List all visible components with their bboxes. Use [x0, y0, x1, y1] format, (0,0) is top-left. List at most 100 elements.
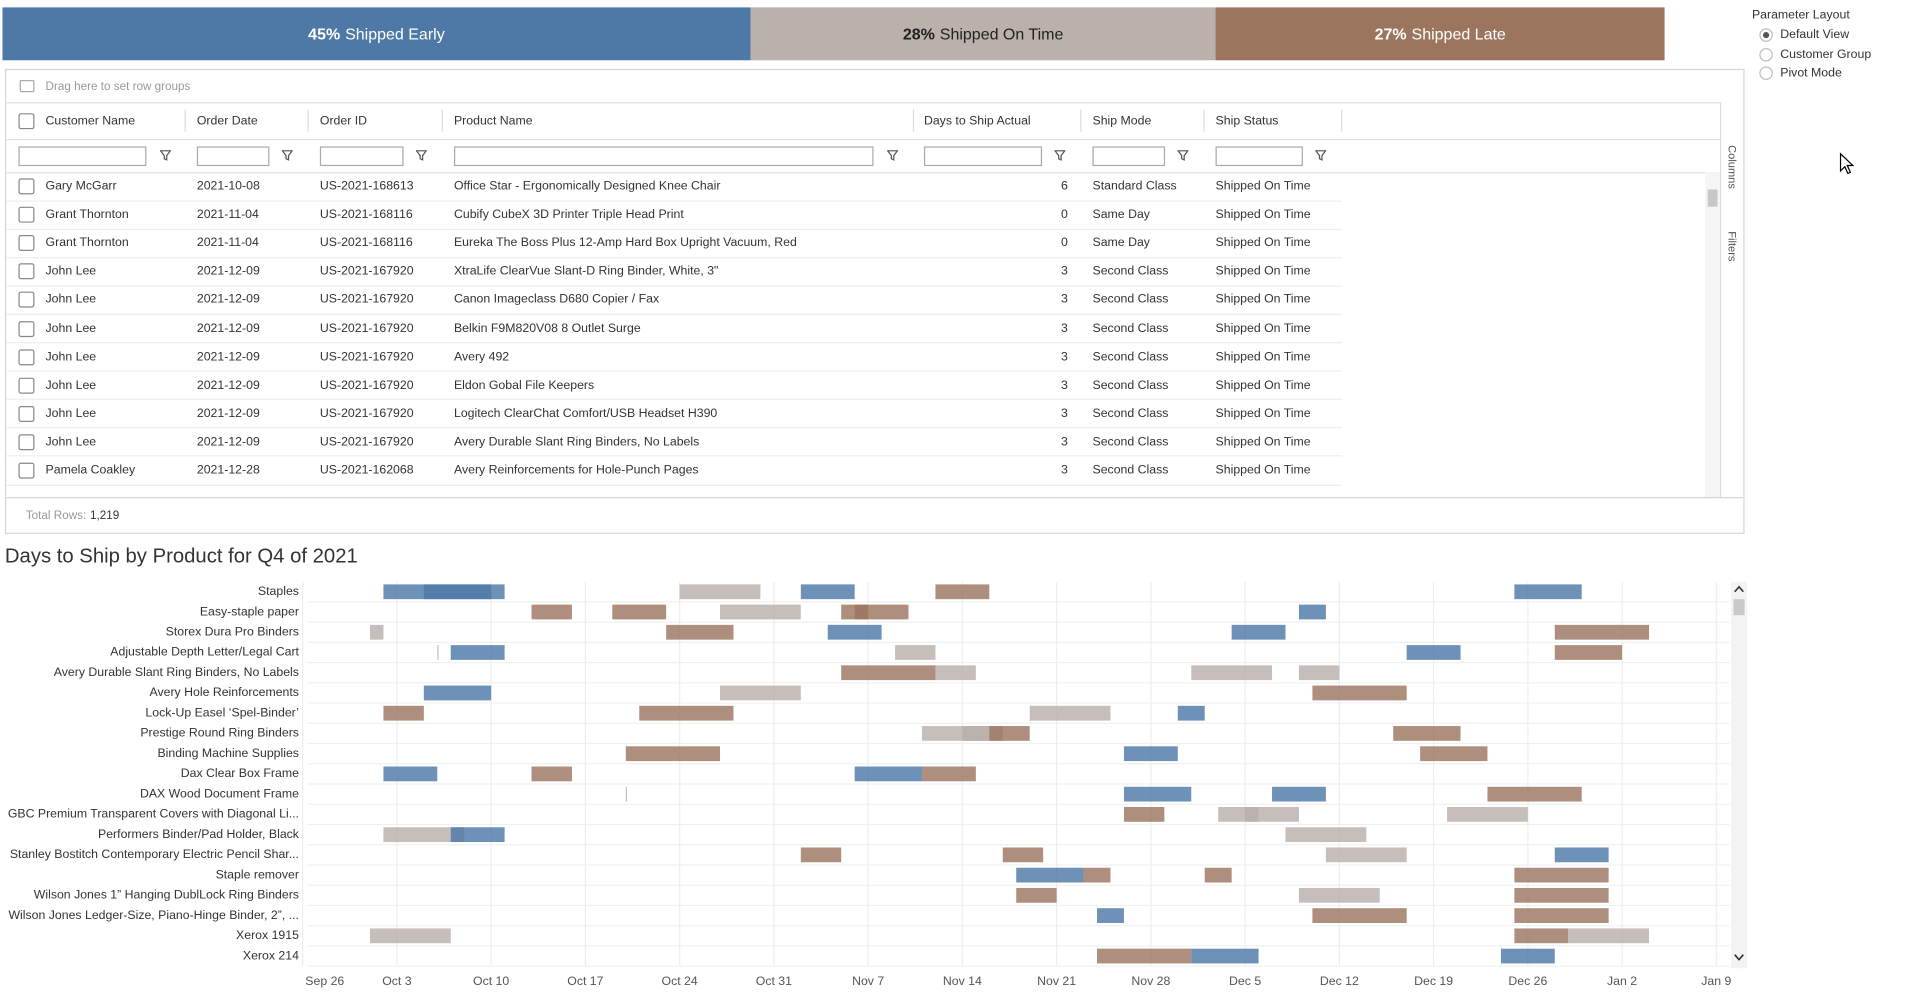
- scrollbar-thumb[interactable]: [1707, 189, 1718, 207]
- gantt-bar: [1191, 948, 1259, 964]
- filter-input[interactable]: [923, 146, 1043, 167]
- side-tab[interactable]: Columns: [1726, 145, 1739, 189]
- filter-input[interactable]: [196, 146, 270, 167]
- grid-cell: Second Class: [1092, 321, 1169, 336]
- row-label: Prestige Round Ring Binders: [140, 726, 299, 740]
- gantt-bar: [679, 584, 761, 600]
- grid-cell: Same Day: [1092, 208, 1150, 222]
- filter-icon[interactable]: [281, 150, 293, 161]
- column-separator: [307, 109, 309, 132]
- gantt-bar: [437, 645, 439, 660]
- radio-option[interactable]: Default View: [1759, 26, 1871, 45]
- mouse-cursor: [1839, 152, 1855, 175]
- gantt-bar: [1393, 726, 1461, 741]
- row-checkbox[interactable]: [18, 434, 35, 451]
- row-divider: [6, 256, 1343, 258]
- filter-input[interactable]: [319, 146, 404, 167]
- radio-button[interactable]: [1759, 47, 1773, 62]
- grid-cell: US-2021-167920: [319, 293, 414, 307]
- grid-cell: US-2021-162068: [319, 463, 414, 478]
- filter-icon[interactable]: [159, 150, 172, 161]
- row-label: Easy-staple paper: [200, 604, 299, 618]
- column-header[interactable]: Ship Status: [1215, 114, 1279, 128]
- summary-segment[interactable]: 45% Shipped Early: [2, 7, 751, 61]
- filter-input[interactable]: [1215, 146, 1303, 167]
- gantt-bar: [1029, 705, 1111, 721]
- side-panel: [1719, 102, 1743, 498]
- filter-icon[interactable]: [887, 150, 899, 161]
- side-tab[interactable]: Filters: [1726, 231, 1739, 262]
- x-tick-label: Dec 19: [1414, 974, 1453, 988]
- row-checkbox[interactable]: [18, 348, 35, 365]
- column-header[interactable]: Customer Name: [45, 114, 136, 128]
- summary-segment[interactable]: 28% Shipped On Time: [750, 7, 1216, 61]
- grid-cell: Second Class: [1092, 264, 1169, 279]
- row-checkbox[interactable]: [18, 377, 35, 394]
- row-checkbox[interactable]: [18, 405, 35, 422]
- column-header[interactable]: Ship Mode: [1092, 114, 1152, 128]
- grid-cell: 3: [1061, 378, 1068, 393]
- column-separator: [441, 109, 443, 132]
- gantt-bar: [1554, 847, 1609, 863]
- column-header[interactable]: Days to Ship Actual: [923, 114, 1031, 128]
- select-all-checkbox[interactable]: [18, 113, 35, 130]
- row-label: Lock-Up Easel ‘Spel-Binder’: [145, 705, 299, 719]
- grid-cell: 2021-12-09: [196, 435, 260, 449]
- row-label: DAX Wood Document Frame: [140, 786, 299, 800]
- grid-cell: Second Class: [1092, 350, 1169, 364]
- column-header[interactable]: Order Date: [196, 114, 258, 128]
- filter-icon[interactable]: [1177, 150, 1189, 161]
- row-label: Adjustable Depth Letter/Legal Cart: [110, 645, 299, 659]
- radio-option[interactable]: Pivot Mode: [1759, 64, 1871, 83]
- gantt-bar: [841, 665, 936, 681]
- x-tick-label: Sep 26: [305, 974, 344, 988]
- row-checkbox[interactable]: [18, 206, 35, 223]
- gantt-bar: [1245, 807, 1299, 822]
- summary-segment[interactable]: 27% Shipped Late: [1215, 7, 1665, 61]
- x-tick-label: Nov 28: [1131, 974, 1170, 988]
- gantt-bar: [383, 705, 424, 721]
- gantt-bar: [1123, 786, 1192, 802]
- grid-cell: Shipped On Time: [1215, 264, 1311, 279]
- grid-cell: 6: [1061, 179, 1068, 194]
- filter-icon-shape: [1177, 150, 1189, 161]
- filter-icon-shape: [159, 150, 172, 161]
- grid-cell: Canon Imageclass D680 Copier / Fax: [453, 293, 660, 307]
- row-group-icon: [19, 79, 35, 93]
- grid-cell: Second Class: [1092, 463, 1169, 478]
- grid-cell: US-2021-168116: [319, 236, 413, 250]
- column-separator: [1341, 109, 1343, 132]
- gantt-bar: [827, 624, 882, 640]
- grid-cell: Shipped On Time: [1215, 378, 1311, 393]
- gantt-bar: [1312, 685, 1407, 701]
- column-header[interactable]: Order ID: [319, 114, 368, 128]
- row-checkbox[interactable]: [18, 235, 35, 252]
- scroll-up-arrow: [1734, 585, 1744, 593]
- grid-cell: Shipped On Time: [1215, 293, 1311, 307]
- radio-button[interactable]: [1759, 28, 1773, 43]
- row-divider: [6, 313, 1343, 315]
- filter-input[interactable]: [18, 146, 147, 167]
- filter-input[interactable]: [453, 146, 874, 167]
- radio-button[interactable]: [1759, 66, 1773, 81]
- segment-percent: 28%: [902, 24, 935, 44]
- gantt-bar: [423, 584, 505, 600]
- column-header[interactable]: Product Name: [453, 114, 533, 128]
- grid-cell: 2021-11-04: [196, 236, 259, 250]
- row-checkbox[interactable]: [18, 263, 35, 280]
- row-checkbox[interactable]: [18, 320, 35, 337]
- radio-option[interactable]: Customer Group: [1759, 45, 1871, 64]
- x-tick-label: Oct 24: [662, 974, 698, 988]
- grid-cell: Eldon Gobal File Keepers: [453, 378, 595, 393]
- filter-icon-shape: [1315, 150, 1327, 161]
- row-checkbox[interactable]: [18, 178, 35, 195]
- filter-input[interactable]: [1092, 146, 1166, 167]
- filter-icon[interactable]: [1054, 150, 1066, 161]
- filter-icon[interactable]: [415, 150, 427, 161]
- row-label: Xerox 214: [243, 948, 299, 962]
- row-checkbox[interactable]: [18, 292, 35, 309]
- grid-cell: 2021-12-09: [196, 350, 260, 364]
- row-checkbox[interactable]: [18, 462, 35, 479]
- filter-icon[interactable]: [1315, 150, 1327, 161]
- parameter-panel: Parameter Layout Default View Customer Gr…: [1752, 9, 1871, 83]
